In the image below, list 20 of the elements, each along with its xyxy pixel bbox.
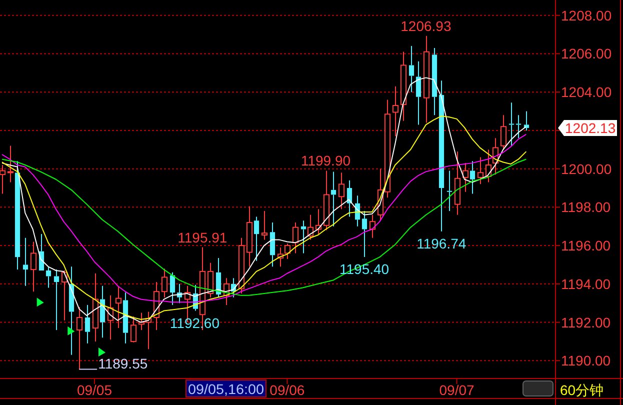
y-tick-label: 1206.00 [561, 46, 612, 62]
y-tick-label: 1192.00 [561, 314, 611, 330]
text: 09/05,16:00 [188, 381, 264, 397]
annotation: 1196.74 [416, 235, 466, 252]
annotation: 1195.91 [178, 229, 228, 246]
text: 60分钟 [560, 382, 604, 398]
x-tick-label: 09/07 [439, 382, 475, 398]
x-tick-label: 09/06 [270, 382, 305, 398]
y-tick-label: 1196.00 [561, 238, 611, 254]
y-tick-label: 1198.00 [561, 199, 611, 216]
annotation: 1199.90 [300, 152, 351, 169]
text: 1202.13 [565, 120, 616, 136]
y-tick-label: 1204.00 [561, 84, 612, 100]
annotation: 1206.93 [400, 18, 452, 34]
y-tick-label: 1200.00 [561, 160, 612, 177]
y-tick-label: 1208.00 [561, 7, 612, 24]
y-tick-label: 1190.00 [561, 352, 611, 369]
annotation: 1189.55 [98, 355, 148, 372]
y-tick-label: 1194.00 [561, 276, 611, 292]
x-tick-label: 09/05 [76, 382, 112, 398]
